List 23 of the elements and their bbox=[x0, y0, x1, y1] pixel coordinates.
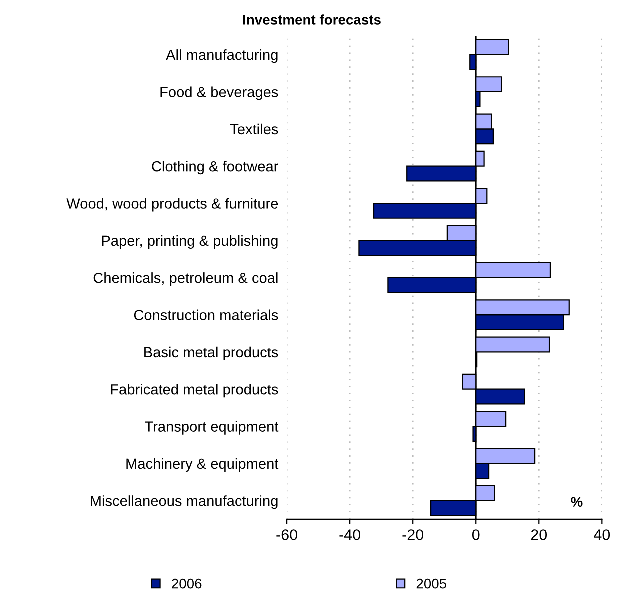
x-tick-label: 0 bbox=[472, 530, 480, 540]
y-tick-label: Chemicals, petroleum & coal bbox=[94, 272, 278, 286]
annotation: % bbox=[571, 497, 583, 508]
y-tick-label: Basic metal products bbox=[144, 346, 278, 360]
y-tick-label: Food & beverages bbox=[160, 86, 278, 100]
y-tick-label: Paper, printing & publishing bbox=[102, 235, 278, 249]
legend-label: 2006 bbox=[172, 578, 202, 589]
x-tick-label: -60 bbox=[276, 530, 298, 540]
x-tick-label: -40 bbox=[340, 530, 361, 540]
x-tick-label: 40 bbox=[594, 530, 610, 540]
chart-title: Investment forecasts bbox=[243, 14, 381, 25]
legend-label: 2005 bbox=[416, 578, 446, 589]
y-tick-label: Miscellaneous manufacturing bbox=[91, 496, 278, 510]
y-tick-label: Transport equipment bbox=[145, 421, 279, 435]
y-tick-label: Machinery & equipment bbox=[126, 458, 279, 472]
y-tick-label: Clothing & footwear bbox=[152, 161, 278, 175]
y-tick-label: Wood, wood products & furniture bbox=[66, 198, 278, 212]
y-tick-label: All manufacturing bbox=[166, 50, 278, 64]
x-tick-label: -20 bbox=[402, 530, 424, 540]
x-tick-label: 20 bbox=[531, 530, 548, 540]
y-tick-label: Fabricated metal products bbox=[111, 384, 278, 398]
y-tick-label: Construction materials bbox=[134, 310, 278, 320]
y-tick-label: Textiles bbox=[230, 124, 278, 135]
